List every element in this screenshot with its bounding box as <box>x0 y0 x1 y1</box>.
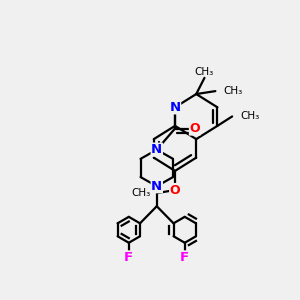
Text: CH₃: CH₃ <box>132 188 151 198</box>
Text: CH₃: CH₃ <box>195 67 214 77</box>
Text: CH₃: CH₃ <box>224 86 243 96</box>
Text: O: O <box>189 122 200 135</box>
Text: O: O <box>170 184 180 196</box>
Text: F: F <box>180 251 189 264</box>
Text: N: N <box>169 101 181 114</box>
Text: N: N <box>151 180 162 193</box>
Text: F: F <box>124 251 134 264</box>
Text: N: N <box>151 143 162 156</box>
Text: CH₃: CH₃ <box>240 111 260 122</box>
